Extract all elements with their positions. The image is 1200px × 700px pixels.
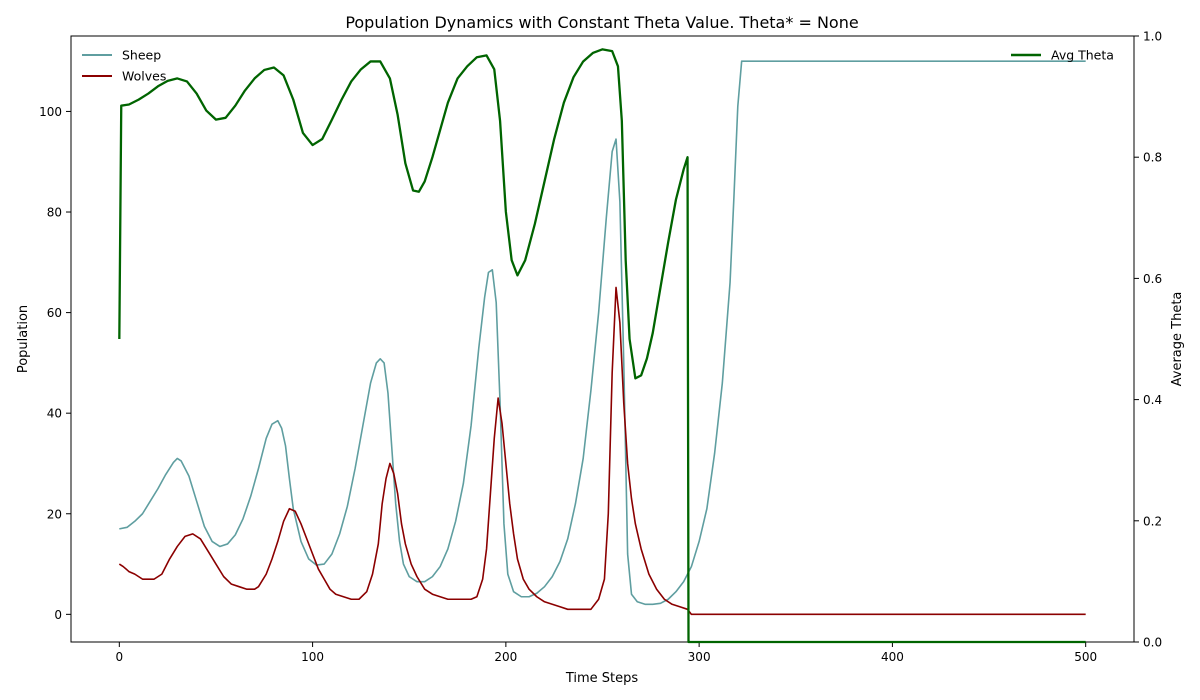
x-tick-label: 200 — [494, 650, 517, 664]
y-tick-label: 40 — [47, 407, 62, 421]
y-axis-ticks: 0 20 40 60 80 100 — [39, 105, 71, 622]
x-axis-ticks: 0 100 200 300 400 500 — [115, 642, 1097, 664]
legend-left: Sheep Wolves — [82, 48, 166, 84]
x-axis-label: Time Steps — [565, 671, 639, 686]
x-tick-label: 0 — [115, 650, 123, 664]
series-line-wolves — [118, 286, 1086, 616]
x-tick-label: 300 — [688, 650, 711, 664]
plot-area-frame — [70, 35, 1135, 643]
legend-label-avg-theta: Avg Theta — [1051, 48, 1114, 63]
x-tick-label: 400 — [881, 650, 904, 664]
y-axis-label: Population — [16, 305, 31, 373]
y2-axis-ticks: 0.0 0.2 0.4 0.6 0.8 1.0 — [1134, 30, 1162, 650]
y2-tick-label: 0.6 — [1143, 272, 1162, 286]
y2-tick-label: 1.0 — [1143, 30, 1162, 44]
chart-title: Population Dynamics with Constant Theta … — [345, 13, 858, 32]
series-line-sheep — [119, 60, 1086, 606]
y-tick-label: 20 — [47, 507, 62, 521]
series-line-avg-theta — [118, 48, 1086, 644]
y-tick-label: 80 — [47, 206, 62, 220]
legend-right: Avg Theta — [1011, 48, 1114, 63]
y2-axis-label: Average Theta — [1170, 292, 1185, 387]
y2-tick-label: 0.0 — [1143, 636, 1162, 650]
y-tick-label: 100 — [39, 105, 62, 119]
y2-tick-label: 0.8 — [1143, 151, 1162, 165]
legend-label-sheep: Sheep — [122, 48, 161, 63]
x-tick-label: 500 — [1074, 650, 1097, 664]
x-tick-label: 100 — [301, 650, 324, 664]
y2-tick-label: 0.2 — [1143, 514, 1162, 528]
legend-label-wolves: Wolves — [122, 69, 166, 84]
y-tick-label: 60 — [47, 306, 62, 320]
series-layer — [118, 48, 1086, 644]
y-tick-label: 0 — [54, 608, 62, 622]
y2-tick-label: 0.4 — [1143, 393, 1162, 407]
